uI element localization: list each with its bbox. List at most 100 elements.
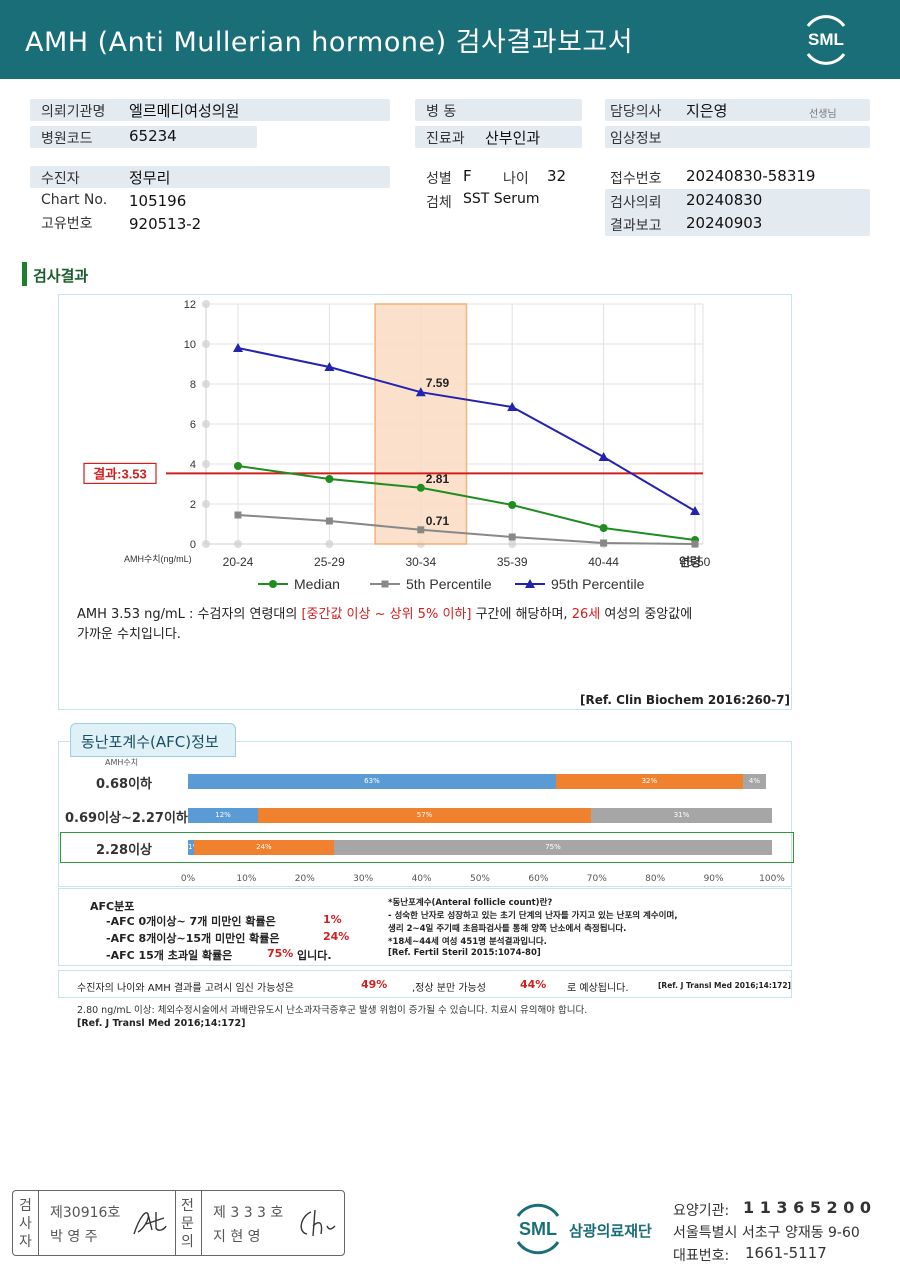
afc-axis-tick: 40% [411,874,432,884]
afc-highlight-row [60,832,794,863]
footer-phone-label: 대표번호: [673,1248,730,1264]
req-org-row [30,99,390,121]
dept-value: 산부인과 [485,129,541,147]
age-highlight-band [374,303,468,545]
hosp-code-row [30,126,257,148]
data-point [600,539,608,547]
report-date-label: 결과보고 [610,218,662,234]
afc-info-panel [58,888,792,966]
afc-amh-header: AMH수치 [105,758,139,767]
afc-bar-segment: 32% [555,774,743,789]
data-point [324,362,335,371]
afc-line3-end: 입니다. [297,949,332,962]
interpretation-text: AMH 3.53 ng/mL : 수검자의 연령대의 [중간값 이상 ~ 상위 … [77,605,777,625]
afc-axis-tick: 30% [353,874,374,884]
y-tick-label: 2 [190,499,196,511]
y-tick-label: 0 [190,539,196,551]
footer-code-label: 요양기관: [673,1203,730,1219]
afc-row-label: 0.68이하 [96,777,152,792]
pregnancy-value: 49% [361,978,388,991]
afc-line2-value: 24% [323,930,350,943]
warning-text: 2.80 ng/mL 이상: 체외수정시술에서 과배란유도시 난소과자극증후군 … [77,1005,588,1016]
data-point [690,506,700,515]
series-line-1 [237,514,696,545]
doctor-row [605,99,870,121]
y-axis-label: AMH수치(ng/mL) [124,553,192,564]
interp-age: 26세 [571,607,601,622]
patient-row [30,166,390,188]
uid-label: 고유번호 [41,216,93,232]
legend-marker [525,579,535,588]
x-tick-label: 35-39 [497,555,528,569]
point-label: 7.59 [426,376,450,390]
ward-label: 병 동 [426,104,457,120]
data-point [234,511,242,519]
interp-part2: 구간에 해당하며, [471,607,572,622]
afc-axis-tick: 20% [294,874,315,884]
afc-note-4: *18세~44세 여성 451명 분석결과입니다. [388,937,547,947]
section-title: 검사결과 [33,267,89,285]
sig-divider-1 [38,1190,39,1256]
legend-label: 95th Percentile [551,576,645,592]
series-line-2 [237,347,696,512]
afc-bar-segment: 1% [188,840,199,855]
dept-label: 진료과 [426,131,465,147]
svg-text:SML: SML [519,1219,557,1239]
specialist-name: 지 현 영 [213,1229,261,1245]
clinical-row [605,126,870,148]
legend-marker [269,580,277,588]
afc-bar: 12% 57% 31% [188,808,772,823]
series-line-0 [237,465,696,541]
footer-address: 서울특별시 서초구 양재동 9-60 [673,1225,860,1241]
afc-info-line1: -AFC 0개이상~ 7개 미만인 확률은 [106,913,276,929]
data-point [507,402,518,411]
interp-part1: AMH 3.53 ng/mL : 수검자의 연령대의 [77,607,302,622]
report-title: AMH (Anti Mullerian hormone) 검사결과보고서 [25,27,634,58]
data-point [599,524,608,532]
x-tick-label: 25-29 [314,555,345,569]
afc-axis-tick: 50% [469,874,490,884]
data-point [233,343,243,352]
x-unit-label: 연령 [679,554,701,569]
pregnancy-text2: ,정상 분만 가능성 [412,983,486,994]
y-tick-label: 8 [190,379,196,391]
req-org-label: 의뢰기관명 [41,104,106,120]
afc-line2-text: -AFC 8개이상~15개 미만인 확률은 [106,932,280,945]
afc-note-2: - 성숙한 난자로 성장하고 있는 초기 단계의 난자를 가지고 있는 난포의 … [388,911,678,921]
data-point [325,517,333,525]
afc-axis-tick: 100% [759,874,785,884]
afc-line3-value: 75% [267,947,294,960]
afc-axis-tick: 0% [180,874,196,884]
data-point [508,533,516,541]
result-label-box [83,462,157,484]
afc-info-line2: -AFC 8개이상~15개 미만인 확률은 [106,930,280,946]
afc-axis-tick: 90% [703,874,724,884]
y-tick-label: 6 [190,419,196,431]
x-tick-label: 40-44 [588,555,619,569]
afc-bar: 1%24%75% [188,840,772,855]
point-label: 2.81 [426,472,450,486]
sig-divider-3 [201,1190,202,1256]
receipt-label: 접수번호 [610,171,662,187]
amh-chart: 0 2 4 6 8 10 12 20-24 25-29 30-34 35-39 40-44 45-50연… [83,299,711,592]
afc-bar-segment: 31% [590,808,772,823]
hosp-code-label: 병원코드 [41,131,93,147]
afc-axis-tick: 70% [586,874,607,884]
legend-label: 5th Percentile [406,576,492,592]
sex-label: 성별 [426,171,452,187]
afc-bar-segment: 63% [188,774,556,789]
afc-note-3: 생리 2~4일 주기때 초음파검사를 통해 양쪽 난소에서 측정됩니다. [388,924,627,934]
chart-no-label: Chart No. [41,192,108,208]
report-header: AMH (Anti Mullerian hormone) 검사결과보고서 SML [0,0,900,79]
afc-row-label: 0.69이상~2.27이하 [65,811,188,826]
req-org-value: 엘르메디여성의원 [129,102,240,120]
y-tick-label: 12 [184,299,196,311]
inspector-name: 박 영 주 [50,1229,98,1245]
chart-no-value: 105196 [129,192,187,210]
interpretation-ref: [Ref. Clin Biochem 2016:260-7] [580,693,790,707]
point-label: 0.71 [426,514,450,528]
request-label: 검사의뢰 [610,195,662,211]
age-label: 나이 [503,171,529,187]
legend-marker [381,580,389,588]
afc-axis-tick: 10% [236,874,257,884]
